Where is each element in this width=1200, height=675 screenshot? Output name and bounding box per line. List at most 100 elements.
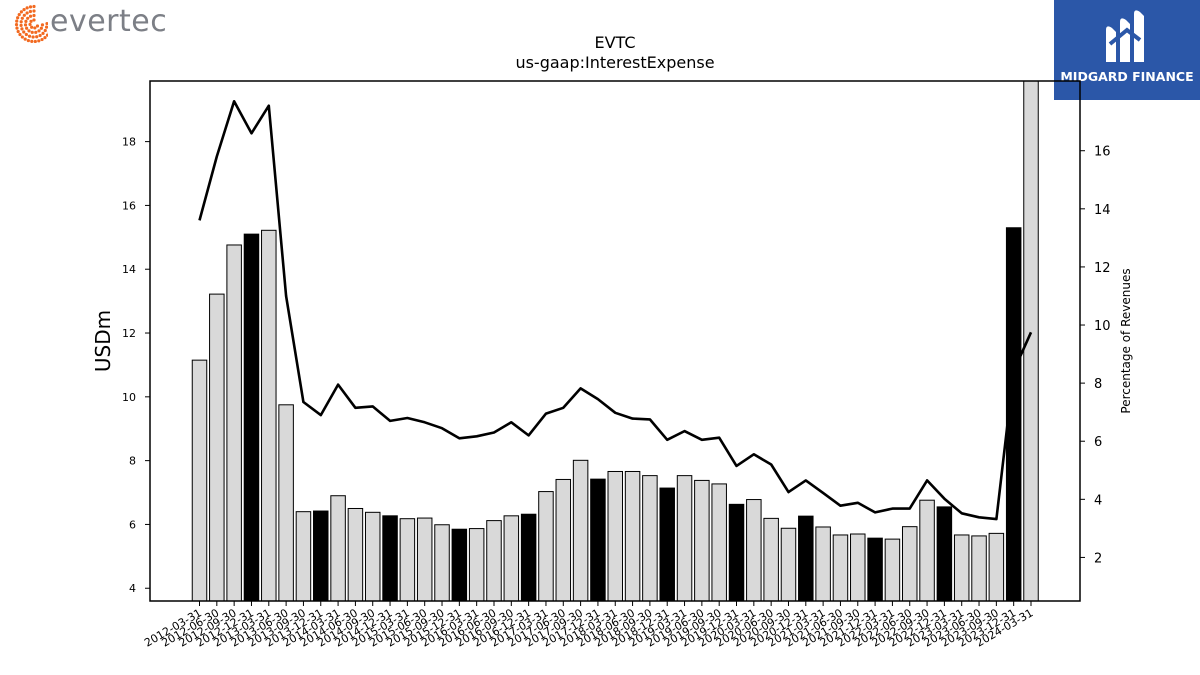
y-axis: 4 6 8 10 12 14 16 18: [122, 136, 150, 595]
logo-dot: [38, 33, 42, 38]
logo-dot: [32, 4, 36, 9]
logo-dot: [30, 30, 34, 34]
bar: [590, 478, 606, 602]
bar: [919, 499, 935, 602]
chart-subtitle: us-gaap:InterestExpense: [515, 53, 714, 72]
logo-dot: [35, 35, 39, 39]
bar: [780, 527, 797, 602]
bar: [347, 507, 364, 602]
bar: [763, 517, 779, 602]
logo-dot: [22, 13, 26, 17]
logo-dot: [25, 11, 29, 15]
midgard-finance-logo: MIDGARD FINANCE: [1054, 0, 1200, 100]
bar: [936, 506, 953, 602]
y2-tick-label: 14: [1094, 203, 1111, 218]
logo-dot: [18, 32, 22, 37]
bar: [295, 511, 312, 602]
logo-dot: [15, 19, 19, 23]
y-tick-label: 18: [122, 136, 136, 149]
logo-dot: [14, 23, 19, 27]
bar: [330, 495, 346, 602]
bar: [364, 511, 381, 602]
y2-tick-label: 6: [1094, 435, 1102, 450]
evertec-logo-text: evertec: [50, 4, 168, 39]
logo-dot: [45, 25, 49, 29]
bar: [451, 528, 468, 602]
bar: [313, 510, 329, 602]
logo-dot: [27, 34, 32, 38]
logo-dot: [16, 29, 20, 34]
line-path: [198, 100, 1033, 521]
logo-dot: [35, 24, 40, 28]
logo-dot: [19, 10, 23, 14]
bar: [971, 535, 987, 602]
bar: [399, 518, 416, 602]
y2-tick-label: 16: [1094, 145, 1111, 160]
y-tick-label: 14: [122, 263, 136, 276]
bar: [209, 293, 225, 602]
logo-dot: [26, 16, 30, 20]
y2-tick-label: 4: [1094, 493, 1102, 508]
line-series: [198, 100, 1033, 521]
logo-dot: [30, 25, 34, 29]
bar: [382, 515, 398, 602]
logo-dot: [37, 29, 41, 33]
y2-axis: 2 4 6 8 10 12 14 16: [1080, 145, 1111, 566]
logo-dot: [16, 16, 20, 20]
bar: [711, 483, 727, 602]
y-tick-label: 12: [122, 327, 136, 340]
logo-dot: [22, 30, 26, 34]
logo-dot: [24, 19, 28, 23]
bar: [832, 534, 849, 602]
logo-dot: [41, 31, 45, 35]
y2-tick-label: 2: [1094, 551, 1102, 566]
y-tick-label: 10: [122, 391, 136, 404]
logo-dot: [30, 39, 34, 43]
bar: [555, 478, 572, 602]
logo-dot: [28, 22, 32, 27]
bar: [815, 526, 831, 602]
y-tick-label: 4: [129, 582, 136, 595]
bar: [278, 404, 294, 602]
logo-dot: [29, 19, 33, 23]
logo-dot: [34, 30, 38, 34]
logo-dot: [32, 18, 36, 22]
logo-dot: [28, 5, 33, 9]
logo-dot: [25, 26, 29, 30]
logo-dot: [15, 26, 19, 30]
y2-axis-label: Percentage of Revenues: [1119, 268, 1133, 413]
bar: [503, 515, 520, 602]
bar: [486, 520, 502, 602]
logo-dot: [32, 9, 36, 13]
logo-dot: [31, 35, 35, 39]
bar: [659, 487, 675, 602]
y-tick-label: 8: [129, 455, 136, 468]
bar: [798, 515, 814, 602]
logo-dot: [19, 23, 23, 27]
logo-dot: [23, 23, 28, 27]
bar: [538, 491, 554, 602]
logo-dot: [37, 39, 41, 43]
logo-dot: [19, 20, 23, 24]
logo-dot: [23, 37, 27, 41]
bar: [694, 479, 710, 602]
bar-series: [191, 80, 1039, 602]
bar: [226, 244, 242, 602]
bar: [261, 229, 277, 602]
logo-dot: [28, 14, 33, 18]
m-monogram-icon: [1106, 10, 1144, 62]
bar: [416, 517, 433, 602]
bar: [642, 475, 658, 602]
bar: [850, 533, 866, 602]
bar: [988, 532, 1005, 602]
logo-dot: [25, 6, 29, 10]
logo-dot: [20, 27, 24, 31]
bar: [901, 526, 918, 602]
bar: [884, 538, 901, 602]
bar: [624, 470, 641, 602]
logo-dot: [26, 38, 30, 43]
y-tick-label: 16: [122, 199, 136, 212]
y2-tick-label: 12: [1094, 261, 1111, 276]
bar: [572, 459, 589, 602]
